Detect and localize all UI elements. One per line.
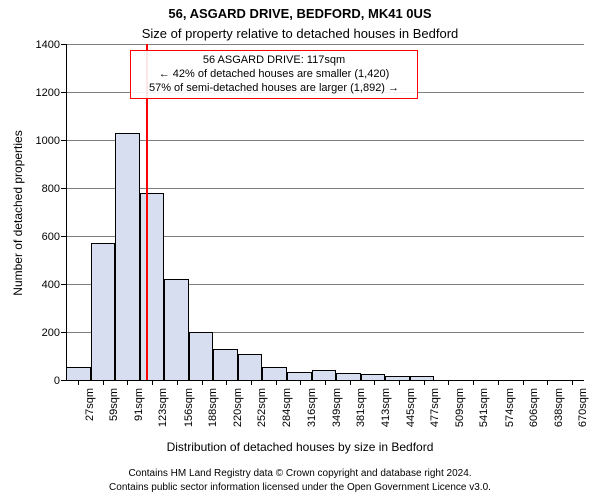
x-tick [251, 380, 252, 385]
x-tick [547, 380, 548, 385]
x-tick-label: 252sqm [256, 388, 268, 438]
x-tick-label: 27sqm [84, 388, 96, 438]
y-axis-line [66, 44, 67, 380]
x-tick-label: 123sqm [157, 388, 169, 438]
chart-figure: { "title_h1": "56, ASGARD DRIVE, BEDFORD… [0, 0, 600, 500]
x-tick [572, 380, 573, 385]
callout-line-3: 57% of semi-detached houses are larger (… [137, 82, 411, 96]
y-tick-label: 200 [26, 327, 60, 339]
x-tick [498, 380, 499, 385]
y-tick-label: 1200 [26, 87, 60, 99]
histogram-bar [115, 133, 140, 380]
x-tick-label: 284sqm [281, 388, 293, 438]
x-tick-label: 509sqm [454, 388, 466, 438]
callout-annotation: 56 ASGARD DRIVE: 117sqm ← 42% of detache… [130, 50, 418, 99]
histogram-bar [336, 373, 361, 380]
x-tick [473, 380, 474, 385]
histogram-bar [164, 279, 189, 380]
chart-subtitle: Size of property relative to detached ho… [0, 26, 600, 41]
y-tick-label: 800 [26, 183, 60, 195]
chart-title: 56, ASGARD DRIVE, BEDFORD, MK41 0US [0, 6, 600, 21]
histogram-bar [189, 332, 214, 380]
x-tick [276, 380, 277, 385]
x-tick [127, 380, 128, 385]
x-tick-label: 413sqm [380, 388, 392, 438]
x-tick-label: 220sqm [232, 388, 244, 438]
x-tick [177, 380, 178, 385]
gridline [66, 188, 584, 189]
histogram-bar [312, 370, 337, 380]
x-tick [448, 380, 449, 385]
x-tick-label: 574sqm [504, 388, 516, 438]
histogram-bar [66, 367, 91, 380]
x-tick-label: 445sqm [405, 388, 417, 438]
x-tick-label: 477sqm [429, 388, 441, 438]
x-tick-label: 91sqm [133, 388, 145, 438]
histogram-bar [238, 354, 263, 380]
x-tick [300, 380, 301, 385]
x-tick [325, 380, 326, 385]
gridline [66, 140, 584, 141]
y-tick-label: 600 [26, 231, 60, 243]
x-tick-label: 541sqm [478, 388, 490, 438]
x-tick-label: 606sqm [528, 388, 540, 438]
histogram-bar [213, 349, 238, 380]
footnote-line-2: Contains public sector information licen… [0, 482, 600, 493]
callout-line-2: ← 42% of detached houses are smaller (1,… [137, 68, 411, 82]
histogram-bar [262, 367, 287, 380]
histogram-bar [91, 243, 116, 380]
x-tick [103, 380, 104, 385]
x-tick [226, 380, 227, 385]
y-tick-label: 1400 [26, 39, 60, 51]
x-tick-label: 349sqm [331, 388, 343, 438]
x-tick-label: 188sqm [207, 388, 219, 438]
x-axis-label: Distribution of detached houses by size … [0, 440, 600, 454]
x-tick-label: 381sqm [355, 388, 367, 438]
x-tick [399, 380, 400, 385]
y-tick-label: 0 [26, 375, 60, 387]
x-tick [152, 380, 153, 385]
x-tick [424, 380, 425, 385]
x-tick [202, 380, 203, 385]
x-tick-label: 59sqm [108, 388, 120, 438]
callout-line-1: 56 ASGARD DRIVE: 117sqm [137, 54, 411, 68]
histogram-bar [287, 372, 312, 380]
x-tick-label: 670sqm [577, 388, 589, 438]
footnote-line-1: Contains HM Land Registry data © Crown c… [0, 468, 600, 479]
y-tick-label: 1000 [26, 135, 60, 147]
x-tick [523, 380, 524, 385]
x-tick-label: 316sqm [306, 388, 318, 438]
y-tick-label: 400 [26, 279, 60, 291]
x-tick-label: 156sqm [183, 388, 195, 438]
x-tick-label: 638sqm [553, 388, 565, 438]
x-tick [350, 380, 351, 385]
x-tick [78, 380, 79, 385]
y-axis-label: Number of detached properties [11, 45, 25, 381]
histogram-bar [140, 193, 165, 380]
x-tick [374, 380, 375, 385]
gridline [66, 44, 584, 45]
